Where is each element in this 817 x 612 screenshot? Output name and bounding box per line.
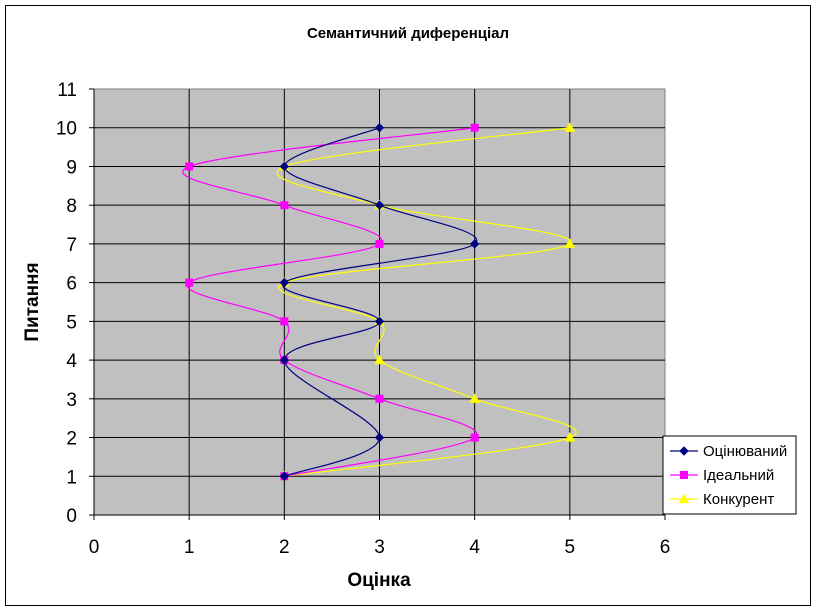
data-point <box>470 433 479 442</box>
data-point <box>279 471 290 481</box>
legend: Оцінюваний Ідеальний Конкурент <box>662 435 797 515</box>
data-point <box>469 239 480 249</box>
y-tick-label: 8 <box>66 196 77 217</box>
x-tick-label: 3 <box>374 537 385 558</box>
x-tick-label: 5 <box>565 537 576 558</box>
data-point <box>564 432 576 442</box>
legend-label: Конкурент <box>703 491 774 508</box>
y-tick-label: 0 <box>66 506 77 527</box>
y-tick-label: 5 <box>66 312 77 333</box>
x-tick-label: 2 <box>279 537 290 558</box>
y-tick-label: 10 <box>56 119 77 140</box>
data-point <box>374 200 385 210</box>
data-point <box>469 393 481 403</box>
y-tick-label: 9 <box>66 157 77 178</box>
x-tick-label: 6 <box>660 537 671 558</box>
data-point <box>280 201 289 210</box>
chart-title: Семантичний диференціал <box>307 25 509 42</box>
y-tick-label: 11 <box>57 80 77 101</box>
y-axis-title: Питання <box>22 262 43 341</box>
x-tick-label: 0 <box>89 537 100 558</box>
data-point <box>375 239 384 248</box>
y-tick-label: 1 <box>66 467 77 488</box>
data-point <box>374 123 385 133</box>
data-point <box>470 123 479 132</box>
data-point <box>279 355 290 365</box>
series-2 <box>182 123 479 481</box>
x-tick-label: 4 <box>469 537 480 558</box>
x-axis-title: Оцінка <box>347 570 411 591</box>
data-point <box>564 238 576 249</box>
x-tick-label: 1 <box>184 537 195 558</box>
data-point <box>280 317 289 326</box>
series-1 <box>279 123 480 481</box>
y-tick-label: 2 <box>66 429 77 450</box>
data-point <box>564 122 576 132</box>
y-tick-label: 3 <box>66 390 77 411</box>
legend-label: Оцінюваний <box>703 443 787 460</box>
data-point <box>185 278 194 287</box>
y-tick-label: 7 <box>66 235 77 256</box>
legend-marker <box>680 471 688 479</box>
data-point <box>374 432 385 443</box>
data-point <box>374 354 385 365</box>
data-point <box>279 277 290 288</box>
series-layer <box>182 122 577 481</box>
legend-item: Конкурент <box>670 491 774 508</box>
legend-item: Ідеальний <box>670 467 774 484</box>
y-tick-label: 6 <box>66 274 77 295</box>
data-point <box>374 316 385 327</box>
data-point <box>185 162 194 171</box>
legend-marker <box>678 493 690 504</box>
data-point <box>375 394 384 403</box>
legend-label: Ідеальний <box>703 467 774 484</box>
y-tick-label: 4 <box>66 351 77 372</box>
data-point <box>279 161 290 172</box>
legend-item: Оцінюваний <box>670 443 787 460</box>
legend-marker <box>679 446 689 456</box>
axes: 0 1 2 3 4 5 6 0 1 2 3 4 5 6 7 8 9 10 11 <box>56 80 670 558</box>
